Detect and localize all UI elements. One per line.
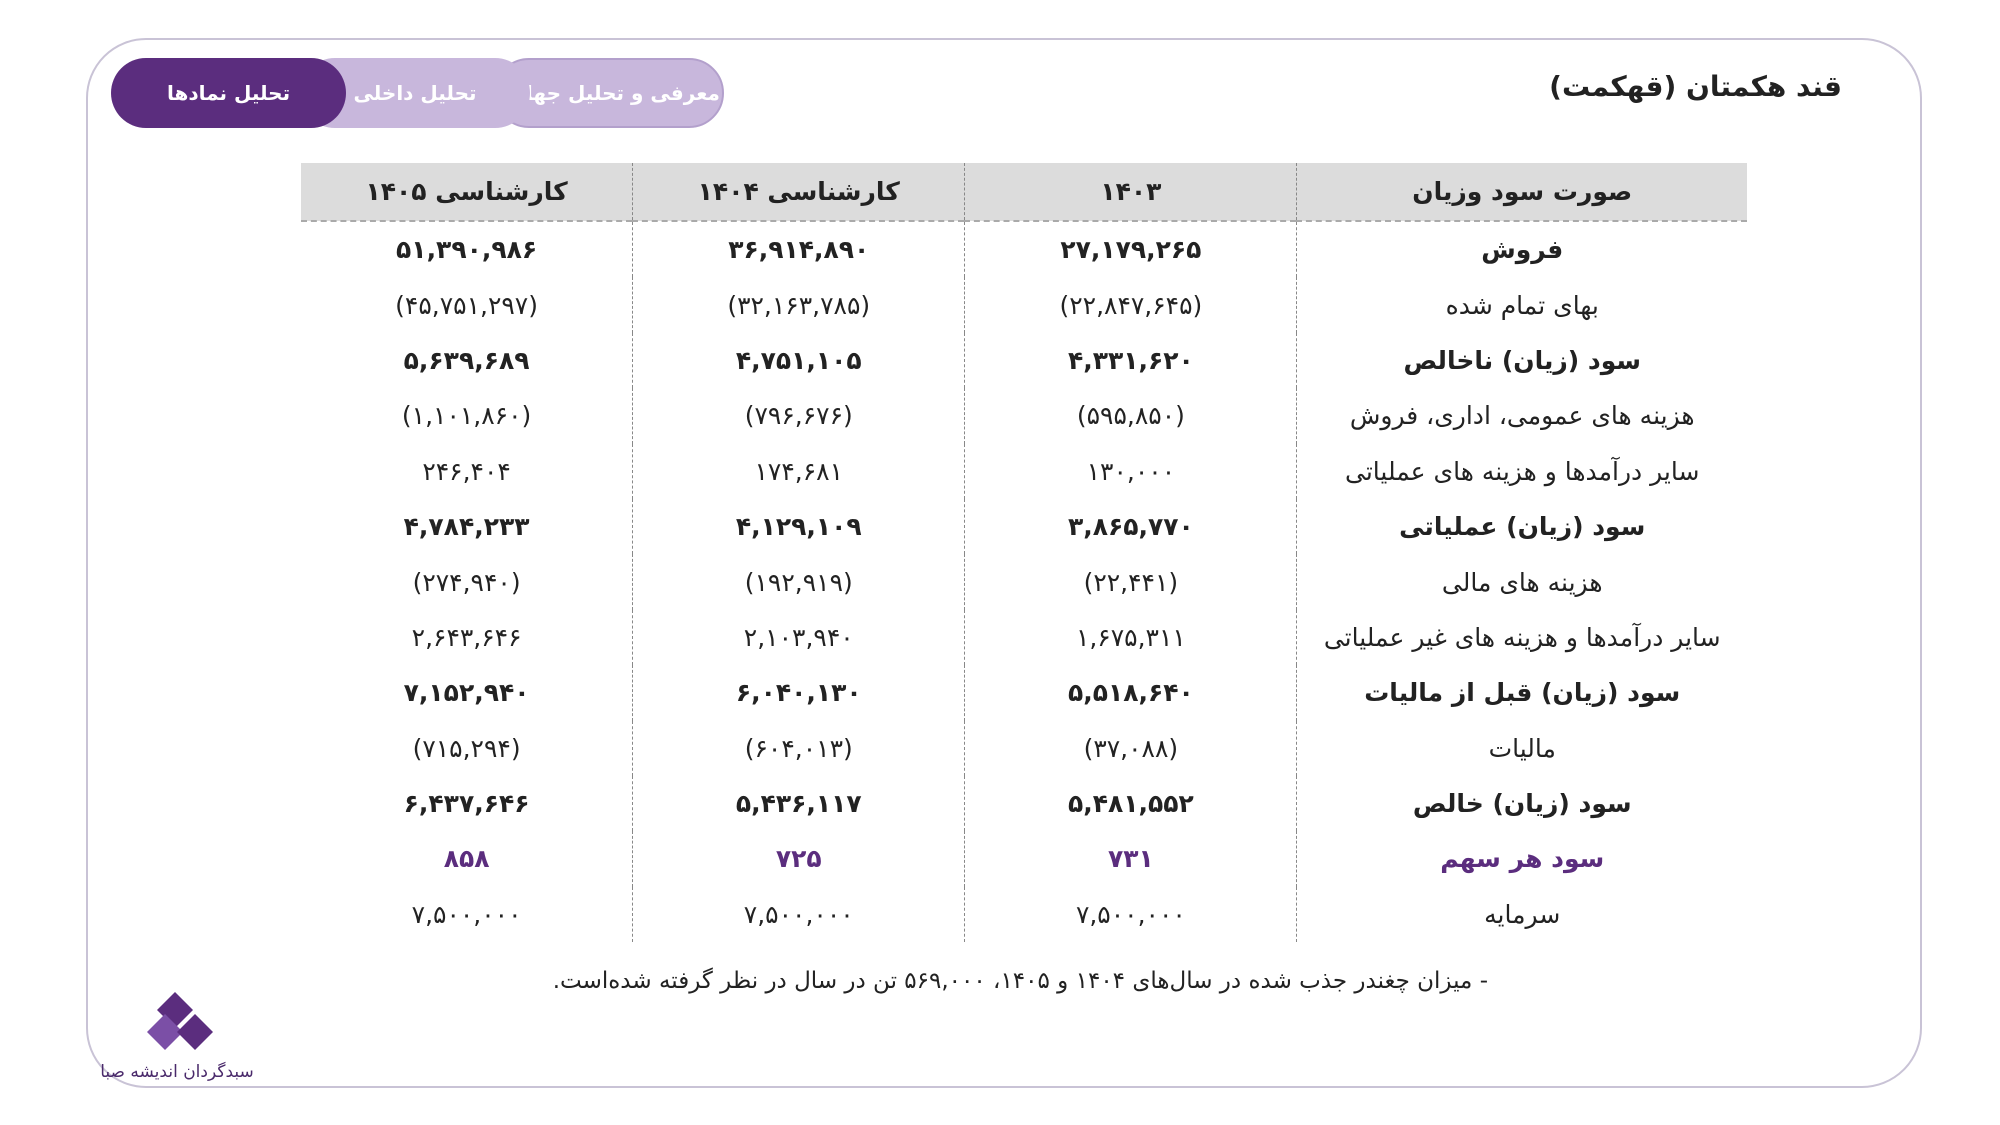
row-label: سود (زیان) عملیاتی — [1399, 512, 1646, 542]
table-row: فروش ۲۷,۱۷۹,۲۶۵ ۳۶,۹۱۴,۸۹۰ ۵۱,۳۹۰,۹۸۶ — [301, 221, 1747, 278]
row-label: سود (زیان) قبل از مالیات — [1364, 678, 1681, 708]
cell: ۴,۷۵۱,۱۰۵ — [632, 332, 966, 389]
table-row: سود هر سهم ۷۳۱ ۷۲۵ ۸۵۸ — [301, 831, 1747, 887]
cell: ۴,۱۲۹,۱۰۹ — [632, 498, 966, 555]
cell: (۷۹۶,۶۷۶) — [632, 388, 966, 444]
column-header: ۱۴۰۳ — [964, 163, 1298, 222]
cell: (۷۱۵,۲۹۴) — [301, 720, 634, 776]
cell: ۸۵۸ — [301, 831, 634, 887]
cell: ۲۴۶,۴۰۴ — [301, 443, 634, 499]
tab[interactable]: معرفی و تحلیل جهانی — [494, 58, 724, 128]
cell: ۷۳۱ — [964, 831, 1298, 887]
cell: ۱,۶۷۵,۳۱۱ — [964, 609, 1298, 666]
table-row: هزینه های عمومی، اداری، فروش (۵۹۵,۸۵۰) (۷۹… — [301, 388, 1747, 444]
cell: ۵,۵۱۸,۶۴۰ — [964, 665, 1298, 721]
cell: (۴۵,۷۵۱,۲۹۷) — [301, 277, 634, 333]
cell: ۶,۰۴۰,۱۳۰ — [632, 665, 966, 721]
column-header: کارشناسی ۱۴۰۴ — [632, 163, 966, 222]
cell: (۵۹۵,۸۵۰) — [964, 388, 1298, 444]
table-row: مالیات (۳۷,۰۸۸) (۶۰۴,۰۱۳) (۷۱۵,۲۹۴) — [301, 720, 1747, 776]
cell: (۲۷۴,۹۴۰) — [301, 554, 634, 610]
table-row: هزینه های مالی (۲۲,۴۴۱) (۱۹۲,۹۱۹) (۲۷۴,۹۴۰) — [301, 554, 1747, 610]
cell: (۶۰۴,۰۱۳) — [632, 720, 966, 776]
footnote: - میزان چغندر جذب شده در سال‌های ۱۴۰۴ و … — [552, 968, 1488, 994]
logo — [147, 992, 213, 1050]
table-row: سرمایه ۷,۵۰۰,۰۰۰ ۷,۵۰۰,۰۰۰ ۷,۵۰۰,۰۰۰ — [301, 886, 1747, 943]
tab-active[interactable]: تحلیل نمادها — [111, 58, 346, 128]
cell: ۲,۱۰۳,۹۴۰ — [632, 609, 966, 666]
table-row: سایر درآمدها و هزینه های غیر عملیاتی ۱,۶۷… — [301, 609, 1747, 666]
cell: (۱۹۲,۹۱۹) — [632, 554, 966, 610]
cell: ۷,۵۰۰,۰۰۰ — [301, 886, 634, 943]
table-row: بهای تمام شده (۲۲,۸۴۷,۶۴۵) (۳۲,۱۶۳,۷۸۵) (۴۵… — [301, 277, 1747, 333]
row-label: سود (زیان) خالص — [1412, 789, 1632, 819]
cell: ۲,۶۴۳,۶۴۶ — [301, 609, 634, 666]
table: صورت سود وزیان ۱۴۰۳ کارشناسی ۱۴۰۴ کارشناسی … — [301, 163, 1747, 943]
cell: (۱,۱۰۱,۸۶۰) — [301, 388, 634, 444]
cell: ۱۳۰,۰۰۰ — [964, 443, 1298, 499]
cell: ۷۲۵ — [632, 831, 966, 887]
cell: (۳۲,۱۶۳,۷۸۵) — [632, 277, 966, 333]
table-row: سود (زیان) ناخالص ۴,۳۳۱,۶۲۰ ۴,۷۵۱,۱۰۵ ۵,۶۳۹… — [301, 332, 1747, 389]
cell: ۳۶,۹۱۴,۸۹۰ — [632, 221, 966, 278]
row-label: سایر درآمدها و هزینه های غیر عملیاتی — [1323, 622, 1721, 652]
cell: ۱۷۴,۶۸۱ — [632, 443, 966, 499]
cell: ۲۷,۱۷۹,۲۶۵ — [964, 221, 1298, 278]
cell: ۴,۳۳۱,۶۲۰ — [964, 332, 1298, 389]
row-label: سایر درآمدها و هزینه های عملیاتی — [1345, 456, 1700, 486]
row-label: هزینه های عمومی، اداری، فروش — [1349, 401, 1695, 431]
cell: ۵,۴۳۶,۱۱۷ — [632, 775, 966, 832]
table-row: سایر درآمدها و هزینه های عملیاتی ۱۳۰,۰۰۰ ۱… — [301, 443, 1747, 499]
cell: ۷,۱۵۲,۹۴۰ — [301, 665, 634, 721]
cell: ۵,۴۸۱,۵۵۲ — [964, 775, 1298, 832]
logo-text: سبدگردان اندیشه صبا — [100, 1062, 254, 1082]
frame — [86, 38, 1922, 1088]
row-label: سود هر سهم — [1440, 844, 1605, 874]
cell: (۲۲,۴۴۱) — [964, 554, 1298, 610]
row-label: بهای تمام شده — [1445, 290, 1599, 320]
cell: (۲۲,۸۴۷,۶۴۵) — [964, 277, 1298, 333]
row-label: هزینه های مالی — [1441, 567, 1603, 597]
title: قند هکمتان (قهکمت) — [1549, 70, 1842, 103]
column-header: صورت سود وزیان — [1296, 163, 1747, 222]
table-row: سود (زیان) خالص ۵,۴۸۱,۵۵۲ ۵,۴۳۶,۱۱۷ ۶,۴۳۷,۶… — [301, 775, 1747, 832]
cell: ۳,۸۶۵,۷۷۰ — [964, 498, 1298, 555]
cell: (۳۷,۰۸۸) — [964, 720, 1298, 776]
table-row: سود (زیان) عملیاتی ۳,۸۶۵,۷۷۰ ۴,۱۲۹,۱۰۹ ۴,۷۸… — [301, 498, 1747, 555]
row-label: مالیات — [1488, 733, 1556, 763]
row-label: فروش — [1481, 235, 1564, 265]
row-label: سود (زیان) ناخالص — [1403, 345, 1641, 375]
row-label: سرمایه — [1484, 899, 1561, 929]
cell: ۷,۵۰۰,۰۰۰ — [632, 886, 966, 943]
header-row: صورت سود وزیان ۱۴۰۳ کارشناسی ۱۴۰۴ کارشناسی … — [301, 163, 1747, 222]
cell: ۵,۶۳۹,۶۸۹ — [301, 332, 634, 389]
column-header: کارشناسی ۱۴۰۵ — [301, 163, 634, 222]
cell: ۷,۵۰۰,۰۰۰ — [964, 886, 1298, 943]
cell: ۶,۴۳۷,۶۴۶ — [301, 775, 634, 832]
tab[interactable]: تحلیل داخلی — [300, 58, 530, 128]
table-row: سود (زیان) قبل از مالیات ۵,۵۱۸,۶۴۰ ۶,۰۴۰,۱… — [301, 665, 1747, 721]
cell: ۵۱,۳۹۰,۹۸۶ — [301, 221, 634, 278]
cell: ۴,۷۸۴,۲۳۳ — [301, 498, 634, 555]
